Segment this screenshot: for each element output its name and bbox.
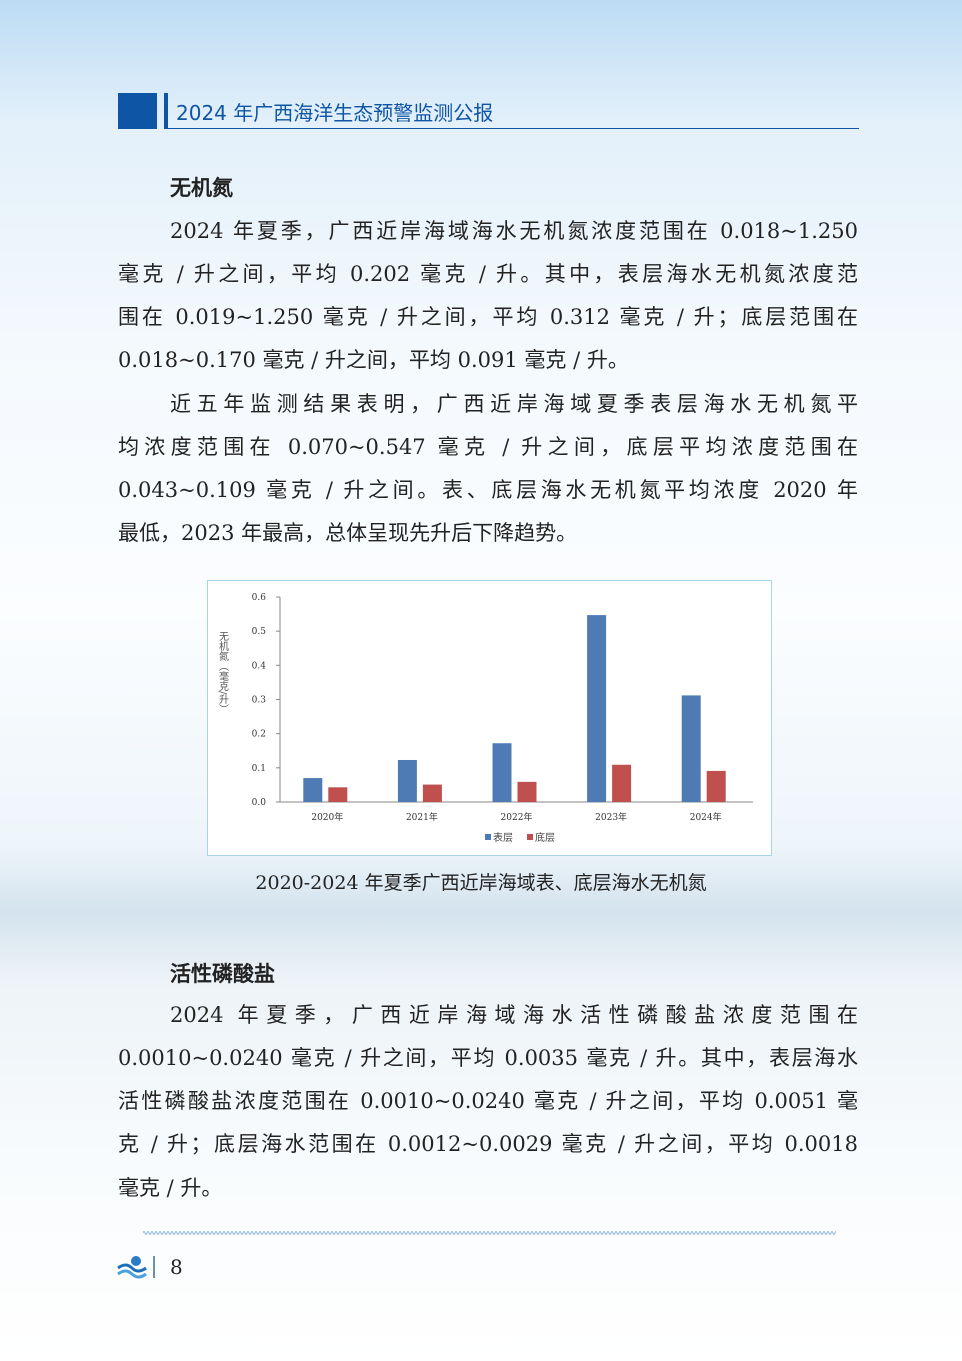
- x-tick-label: 2023年: [595, 811, 627, 823]
- bar-表层-2023年: [587, 615, 607, 802]
- page-number: 8: [170, 1255, 183, 1279]
- ocean-logo-icon: [117, 1256, 147, 1279]
- paragraph-line: 近五年监测结果表明，广西近岸海域夏季表层海水无机氮平: [170, 392, 858, 416]
- y-tick-label: 0.6: [252, 593, 267, 603]
- paragraph-line: 克 / 升；底层海水范围在 0.0012~0.0029 毫克 / 升之间，平均 …: [118, 1132, 858, 1156]
- legend-label: 底层: [535, 831, 555, 844]
- wave-divider: [143, 1231, 836, 1235]
- legend-swatch: [527, 834, 533, 840]
- y-tick-label: 0.5: [252, 627, 267, 637]
- bar-底层-2022年: [517, 781, 537, 802]
- paragraph-line: 0.018~0.170 毫克 / 升之间，平均 0.091 毫克 / 升。: [118, 348, 629, 372]
- header-bar: [164, 93, 168, 129]
- bar-表层-2020年: [303, 778, 323, 802]
- bar-chart: 0.0 0.1 0.2 0.3 0.4 0.5 0.6 无机氮（毫克/升） 2020年 2021年…: [217, 593, 753, 844]
- x-tick-label: 2024年: [690, 811, 722, 823]
- header-rule: [168, 128, 859, 129]
- x-tick-label: 2022年: [501, 811, 533, 823]
- legend-label: 表层: [493, 831, 513, 844]
- paragraph-line: 活性磷酸盐浓度范围在 0.0010~0.0240 毫克 / 升之间，平均 0.0…: [118, 1089, 858, 1113]
- bar-底层-2024年: [706, 770, 726, 802]
- legend-swatch: [485, 834, 491, 840]
- paragraph-line: 0.0010~0.0240 毫克 / 升之间，平均 0.0035 毫克 / 升。…: [118, 1046, 858, 1070]
- y-axis-label: 无机氮（毫克/升）: [217, 631, 229, 714]
- bar-表层-2021年: [397, 759, 417, 802]
- bar-表层-2024年: [681, 695, 701, 802]
- paragraph-line: 均浓度范围在 0.070~0.547 毫克 / 升之间，底层平均浓度范围在: [118, 435, 858, 459]
- bar-底层-2023年: [612, 764, 632, 802]
- header-title: 2024 年广西海洋生态预警监测公报: [176, 101, 494, 125]
- bar-底层-2021年: [422, 784, 442, 802]
- header-block: [118, 93, 157, 129]
- paragraph-line: 毫克 / 升之间，平均 0.202 毫克 / 升。其中，表层海水无机氮浓度范: [118, 262, 858, 286]
- y-tick-label: 0.2: [252, 730, 266, 740]
- y-tick-label: 0.0: [252, 798, 267, 808]
- section-heading-nitrogen: 无机氮: [170, 175, 233, 200]
- bar-表层-2022年: [492, 743, 512, 802]
- section-heading-phosphate: 活性磷酸盐: [170, 961, 275, 986]
- x-tick-label: 2021年: [406, 811, 438, 823]
- y-tick-label: 0.1: [252, 764, 266, 774]
- paragraph-line: 2024 年夏季，广西近岸海域海水无机氮浓度范围在 0.018~1.250: [170, 219, 858, 243]
- x-tick-label: 2020年: [311, 811, 343, 823]
- chart-frame: 0.0 0.1 0.2 0.3 0.4 0.5 0.6 无机氮（毫克/升） 2020年 2021年…: [207, 580, 772, 856]
- footer-separator: [153, 1256, 155, 1278]
- y-tick-label: 0.4: [252, 661, 267, 671]
- paragraph-line: 2024 年夏季，广西近岸海域海水活性磷酸盐浓度范围在: [170, 1003, 858, 1027]
- bar-底层-2020年: [328, 787, 348, 802]
- paragraph-line: 毫克 / 升。: [118, 1176, 223, 1200]
- chart-caption: 2020-2024 年夏季广西近岸海域表、底层海水无机氮: [255, 872, 707, 894]
- y-tick-label: 0.3: [252, 696, 267, 706]
- paragraph-line: 最低，2023 年最高，总体呈现先升后下降趋势。: [118, 521, 578, 545]
- paragraph-line: 0.043~0.109 毫克 / 升之间。表、底层海水无机氮平均浓度 2020 …: [118, 478, 858, 502]
- paragraph-line: 围在 0.019~1.250 毫克 / 升之间，平均 0.312 毫克 / 升；…: [118, 305, 858, 329]
